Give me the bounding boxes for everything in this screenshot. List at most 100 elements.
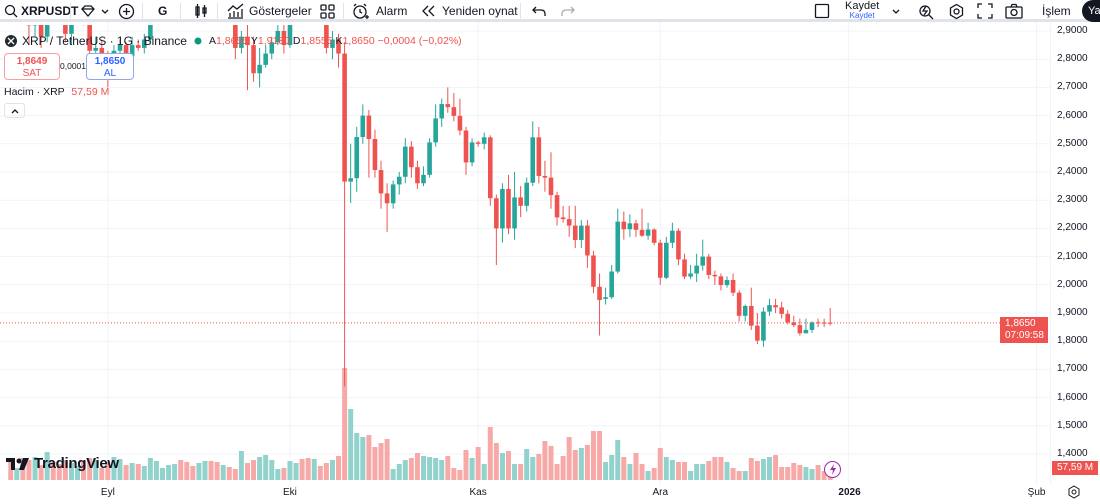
candle-body	[797, 325, 803, 334]
open-value: 1,8655	[215, 35, 249, 47]
add-symbol-button[interactable]	[118, 0, 135, 22]
indicators-button[interactable]: Göstergeler	[227, 0, 312, 22]
volume-bar	[463, 450, 469, 480]
publish-button[interactable]: Ya	[1082, 0, 1100, 22]
candle	[724, 276, 730, 288]
volume-bar	[445, 456, 451, 480]
alarm-clock-icon	[353, 3, 369, 19]
candle	[682, 253, 687, 280]
undo-button[interactable]	[532, 0, 546, 22]
change-value: −0,0004 (−0,02%)	[377, 35, 462, 47]
price-axis[interactable]: 2,9000 2,8000 2,7000 2,6000 2,5000 2,4000 2,30…	[1050, 22, 1100, 484]
volume-bar	[141, 466, 147, 480]
layouts-button[interactable]	[319, 0, 335, 22]
candle-body	[421, 174, 426, 184]
candle	[572, 205, 578, 249]
symbol-search[interactable]: XRPUSDT	[4, 0, 78, 22]
volume-bar	[75, 466, 81, 480]
volume-bar	[38, 465, 44, 480]
price-tick-label: 1,9000	[1057, 307, 1088, 318]
time-tick-label: 2026	[838, 487, 861, 498]
save-button[interactable]: Kaydet Kaydet	[845, 0, 879, 22]
price-tick-label: 2,7000	[1057, 81, 1088, 93]
search-icon	[4, 4, 18, 18]
candle-body	[275, 31, 281, 43]
multi-layout-button[interactable]	[814, 0, 830, 22]
candle-body	[682, 259, 687, 277]
gear-icon	[1068, 485, 1080, 499]
candle	[500, 183, 505, 243]
chart-type-button[interactable]	[193, 0, 209, 22]
replay-button[interactable]: Yeniden oynat	[420, 0, 518, 22]
buy-button[interactable]: 1,8650 AL	[86, 53, 134, 80]
ohlc-values: A1,8655 Y1,9180 D1,8555 K1,8650 −0,0004 …	[209, 35, 462, 47]
spread-value: 0,0001	[60, 61, 86, 71]
volume-bar	[56, 464, 62, 480]
candles-icon	[195, 4, 207, 18]
settings-button[interactable]	[948, 0, 965, 22]
events-button[interactable]	[824, 461, 841, 478]
diamond-icon	[81, 5, 95, 17]
close-label: K	[335, 35, 343, 47]
candle	[330, 31, 335, 60]
candle-body	[69, 25, 74, 34]
candle	[536, 126, 542, 184]
volume-bar	[682, 462, 688, 480]
candle-body	[354, 137, 360, 179]
quick-search-button[interactable]	[918, 0, 935, 22]
volume-bar	[773, 455, 779, 480]
open-label: A	[208, 35, 216, 47]
candle-body	[129, 45, 135, 57]
candle	[281, 25, 287, 54]
symbol-label: XRPUSDT	[21, 4, 79, 18]
candle-body	[500, 188, 505, 229]
candle-body	[724, 280, 730, 286]
redo-button[interactable]	[561, 0, 575, 22]
quick-search-icon	[919, 4, 934, 19]
lightning-icon	[829, 464, 836, 475]
candle-body	[336, 39, 341, 54]
candle	[736, 290, 742, 322]
candle	[791, 315, 797, 328]
candle-body	[572, 225, 578, 240]
candle-body	[712, 274, 718, 277]
undo-icon	[532, 6, 546, 16]
sell-button[interactable]: 1,8649 SAT	[4, 53, 60, 80]
candle	[821, 318, 827, 328]
candle-body	[148, 25, 153, 40]
divider	[70, 3, 71, 19]
candle-body	[63, 25, 68, 34]
volume-legend: Hacim · XRP 57,59 M	[4, 86, 109, 98]
candle	[712, 270, 718, 285]
candle	[360, 104, 366, 144]
candle-body	[706, 256, 712, 275]
axis-settings-button[interactable]	[1067, 485, 1081, 504]
fullscreen-icon	[977, 3, 993, 19]
candle-body	[670, 230, 675, 243]
collapse-legend-button[interactable]	[4, 103, 25, 118]
interval-button[interactable]: G	[158, 4, 168, 18]
snapshot-button[interactable]	[1005, 0, 1023, 22]
volume-bar	[123, 465, 129, 480]
fullscreen-button[interactable]	[977, 0, 993, 22]
alarm-button[interactable]: Alarm	[352, 0, 407, 22]
sell-label: SAT	[22, 68, 42, 79]
candle-body	[512, 197, 517, 229]
volume-bar	[578, 448, 584, 480]
time-tick-label: Eyl	[100, 487, 115, 498]
price-tick-label: 2,5000	[1057, 137, 1088, 149]
candle-body	[384, 193, 390, 204]
save-options-button[interactable]	[890, 0, 902, 22]
candle-body	[718, 276, 724, 286]
candle-body	[821, 322, 827, 324]
tradingview-logo[interactable]: TradingView	[6, 455, 119, 472]
candle-body	[251, 45, 256, 74]
trade-button[interactable]: İşlem	[1042, 4, 1071, 18]
volume-bar	[251, 460, 257, 480]
xrp-logo-icon	[5, 35, 17, 47]
compare-dropdown[interactable]	[80, 0, 111, 22]
sell-price: 1,8649	[16, 56, 48, 67]
volume-bar	[700, 464, 706, 480]
price-tick-label: 2,4000	[1057, 166, 1088, 177]
